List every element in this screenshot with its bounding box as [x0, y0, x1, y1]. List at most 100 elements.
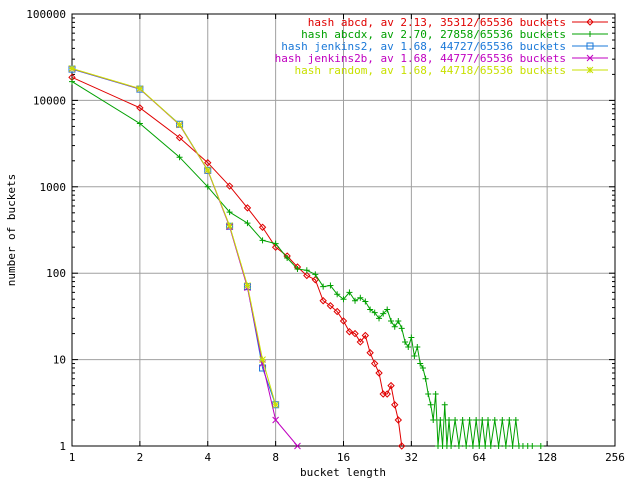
data-point — [327, 282, 334, 289]
data-point — [136, 85, 144, 92]
y-tick-label: 10000 — [33, 94, 66, 107]
data-point — [452, 416, 459, 423]
data-point — [391, 401, 399, 409]
data-point — [441, 401, 448, 408]
data-point — [319, 297, 327, 305]
data-point — [272, 416, 279, 424]
data-point — [425, 390, 432, 397]
data-point — [204, 166, 212, 174]
data-point — [367, 306, 374, 313]
data-point — [226, 209, 233, 216]
data-point — [345, 328, 354, 336]
series-line — [71, 76, 403, 447]
data-point — [388, 317, 395, 324]
data-point — [294, 442, 301, 450]
series-layer — [68, 65, 544, 450]
data-point — [509, 443, 516, 449]
data-point — [352, 297, 359, 304]
series-line — [71, 68, 277, 405]
legend-marker — [586, 54, 594, 62]
data-point — [491, 416, 498, 423]
data-point — [537, 443, 544, 449]
data-point — [383, 390, 391, 398]
data-point — [259, 237, 266, 244]
data-point — [387, 381, 395, 390]
y-tick-label: 1 — [59, 440, 66, 453]
data-point — [506, 416, 513, 423]
legend-label: hash random, av 1.68, 44718/65536 bucket… — [294, 64, 566, 77]
data-point — [391, 323, 398, 330]
x-tick-label: 8 — [272, 451, 279, 464]
data-point — [136, 104, 144, 112]
x-tick-label: 4 — [204, 451, 211, 464]
legend-label: hash abcd, av 2.13, 35312/65536 buckets — [308, 16, 566, 29]
data-point — [414, 343, 421, 350]
grid — [72, 14, 615, 446]
series-2 — [69, 78, 544, 449]
x-tick-label: 1 — [69, 451, 76, 464]
data-point — [272, 240, 279, 247]
data-point — [422, 375, 429, 382]
data-point — [346, 289, 353, 296]
data-point — [356, 338, 365, 346]
data-point — [284, 254, 291, 261]
data-point — [398, 325, 405, 332]
legend-label: hash jenkins2, av 1.68, 44727/65536 buck… — [281, 40, 566, 53]
legend-label: hash abcdx, av 2.70, 27858/65536 buckets — [301, 28, 566, 41]
data-point — [272, 401, 279, 409]
data-point — [259, 356, 266, 363]
data-point — [380, 310, 387, 317]
data-point — [448, 443, 455, 449]
data-point — [244, 282, 251, 289]
data-point — [427, 401, 434, 408]
data-point — [479, 416, 486, 423]
data-point — [311, 276, 320, 284]
data-point — [243, 283, 251, 291]
series-line — [71, 81, 541, 447]
data-point — [463, 443, 470, 449]
data-point — [312, 271, 319, 278]
data-point — [361, 331, 370, 340]
legend-marker — [586, 42, 594, 50]
x-tick-label: 64 — [473, 451, 487, 464]
data-point — [408, 334, 415, 341]
data-point — [339, 317, 348, 325]
data-point — [357, 294, 364, 301]
data-point — [320, 283, 327, 290]
data-point — [258, 223, 267, 231]
data-point — [395, 317, 402, 324]
data-point — [446, 416, 453, 423]
data-point — [466, 416, 473, 423]
data-point — [502, 443, 509, 449]
data-point — [437, 416, 444, 423]
data-point — [176, 154, 183, 161]
data-point — [226, 222, 233, 230]
data-point — [351, 329, 359, 338]
data-point — [176, 121, 183, 128]
data-point — [473, 416, 480, 423]
data-point — [430, 416, 437, 423]
x-tick-label: 32 — [405, 451, 418, 464]
data-point — [334, 291, 341, 298]
data-point — [419, 364, 426, 371]
data-point — [376, 315, 383, 322]
y-tick-label: 1000 — [40, 181, 67, 194]
data-point — [384, 306, 391, 313]
x-axis-ticks: 1 2 4 8 16 32 64 128 256 — [69, 14, 625, 464]
data-point — [204, 159, 212, 167]
data-point — [225, 182, 234, 190]
x-tick-label: 256 — [605, 451, 625, 464]
data-point — [459, 416, 466, 423]
data-point — [487, 443, 494, 449]
data-point — [405, 343, 412, 350]
series-3 — [68, 65, 280, 409]
data-point — [476, 443, 483, 449]
data-point — [136, 120, 143, 127]
data-point — [366, 349, 374, 357]
data-point — [417, 360, 424, 367]
data-point — [411, 353, 418, 360]
data-point — [398, 442, 406, 450]
legend-marker — [586, 66, 594, 74]
y-axis-ticks: 1 10 100 1000 10000 100000 — [26, 8, 615, 453]
